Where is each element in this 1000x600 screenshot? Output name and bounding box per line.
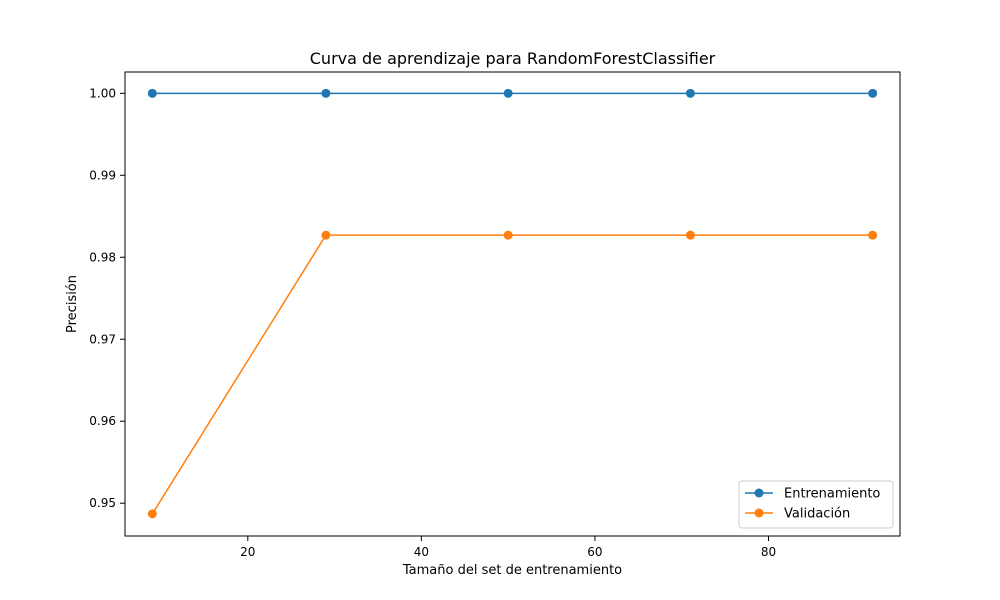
data-point-entrenamiento: [685, 88, 695, 98]
x-tick-label: 60: [587, 545, 602, 559]
data-point-validacion: [868, 230, 878, 240]
x-tick-label: 80: [761, 545, 776, 559]
legend-label: Entrenamiento: [784, 487, 880, 502]
series-layer: [147, 88, 878, 519]
data-point-entrenamiento: [147, 88, 157, 98]
legend-entry-entrenamiento: Entrenamiento: [745, 487, 880, 502]
chart-title: Curva de aprendizaje para RandomForestCl…: [310, 49, 716, 68]
legend-entry-validacion: Validación: [745, 507, 850, 522]
legend-marker-icon: [754, 508, 764, 518]
legend: Entrenamiento Validación: [738, 480, 894, 529]
data-point-entrenamiento: [321, 88, 331, 98]
y-tick-label: 0.95: [89, 496, 116, 510]
data-point-validacion: [685, 230, 695, 240]
plot-area: [125, 72, 900, 536]
data-point-validacion: [503, 230, 513, 240]
data-point-validacion: [321, 230, 331, 240]
legend-box: [738, 480, 894, 529]
plot-frame: [124, 71, 901, 537]
y-tick-label: 1.00: [89, 86, 116, 100]
data-point-entrenamiento: [503, 88, 513, 98]
x-axis-label: Tamaño del set de entrenamiento: [402, 563, 622, 578]
series-validacion: [147, 230, 878, 519]
y-tick-label: 0.97: [89, 332, 116, 346]
x-axis-ticks: 20 40 60 80: [240, 536, 776, 559]
y-tick-label: 0.96: [89, 414, 116, 428]
legend-label: Validación: [784, 507, 850, 522]
data-point-entrenamiento: [868, 88, 878, 98]
plot-background: [125, 72, 900, 536]
series-entrenamiento: [147, 88, 878, 98]
y-tick-label: 0.99: [89, 168, 116, 182]
y-axis-label: Precisión: [65, 275, 80, 333]
x-tick-label: 20: [240, 545, 255, 559]
legend-marker-icon: [754, 488, 764, 498]
x-tick-label: 40: [414, 545, 429, 559]
y-tick-label: 0.98: [89, 250, 116, 264]
y-axis-ticks: 0.95 0.96 0.97 0.98 0.99 1.00: [89, 86, 125, 510]
data-point-validacion: [147, 509, 157, 519]
